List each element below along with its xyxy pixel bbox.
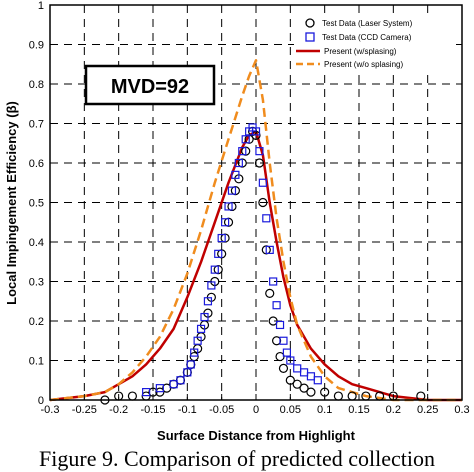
x-tick-label: -0.05: [209, 404, 234, 416]
legend: Test Data (Laser System) Test Data (CCD …: [294, 14, 454, 72]
ccd-data-point: [155, 384, 164, 393]
ccd-data-point: [258, 178, 267, 187]
laser-data-point: [292, 379, 302, 389]
x-axis-title: Surface Distance from Highlight: [157, 428, 356, 443]
x-tick-label: 0.3: [454, 404, 469, 416]
y-tick-label: 0.9: [29, 40, 44, 52]
ccd-data-point: [190, 348, 199, 357]
laser-data-point: [278, 363, 289, 373]
legend-marker-ccd: [305, 32, 315, 42]
ccd-data-point: [210, 265, 219, 274]
y-tick-label: 0.4: [29, 237, 44, 249]
mvd-label: MVD=92: [111, 76, 189, 98]
axis-ticks: -0.3 -0.25 -0.2 -0.15 -0.1 -0.05 0 0.05 0.1 0.15 0…: [29, 0, 470, 416]
ccd-data-point: [207, 281, 216, 290]
ccd-data-point: [275, 320, 285, 330]
x-tick-label: 0.25: [417, 404, 438, 416]
ccd-data-point: [221, 218, 230, 227]
series-line-no-splashing: [49, 59, 462, 402]
y-tick-label: 0.6: [29, 158, 44, 170]
ccd-data-point: [231, 170, 240, 179]
laser-data-point: [254, 158, 265, 168]
laser-data-point: [285, 375, 295, 385]
series-markers: [100, 123, 426, 405]
x-tick-label: -0.1: [178, 404, 197, 416]
x-tick-label: -0.15: [140, 404, 165, 416]
legend-label-splashing: Present (w/splasing): [324, 47, 397, 56]
ccd-data-point: [227, 186, 237, 195]
legend-label-laser: Test Data (Laser System): [322, 19, 413, 28]
y-tick-label: 0.1: [29, 356, 44, 368]
ccd-data-point: [193, 336, 202, 345]
x-tick-label: 0.05: [280, 404, 301, 416]
laser-data-point: [272, 336, 282, 346]
y-tick-label: 0.5: [29, 198, 44, 210]
ccd-data-point: [255, 147, 264, 156]
ccd-data-point: [251, 127, 261, 136]
ccd-data-point: [214, 249, 223, 258]
x-tick-label: -0.3: [41, 404, 60, 416]
mvd-box: [84, 64, 216, 106]
mvd-annotation: MVD=92: [84, 64, 216, 106]
ccd-data-point: [203, 297, 213, 306]
ccd-data-point: [224, 202, 233, 211]
x-tick-label: -0.25: [72, 404, 97, 416]
chart: -0.3 -0.25 -0.2 -0.15 -0.1 -0.05 0 0.05 0.1 0.15 0…: [4, 0, 470, 443]
ccd-data-point: [217, 233, 226, 243]
ccd-data-point: [262, 214, 271, 223]
x-tick-label: 0.2: [386, 404, 401, 416]
series-lines: [49, 59, 462, 402]
ccd-data-point: [234, 158, 243, 168]
legend-label-no-splashing: Present (w/o splasing): [324, 60, 403, 69]
laser-data-point: [306, 387, 316, 397]
ccd-data-point: [279, 336, 288, 345]
ccd-data-point: [142, 388, 151, 397]
x-tick-label: -0.2: [109, 404, 128, 416]
laser-data-point: [265, 288, 275, 298]
y-tick-label: 0.3: [29, 277, 44, 289]
series-line-splashing: [49, 130, 462, 402]
ccd-data-point: [272, 301, 281, 310]
ccd-data-point: [196, 324, 206, 333]
x-tick-label: 0: [253, 404, 259, 416]
ccd-data-point: [176, 376, 185, 385]
ccd-data-point: [282, 348, 291, 357]
ccd-data-point: [286, 356, 295, 365]
ccd-data-point: [313, 376, 322, 385]
y-axis-title: Local Impingement Efficiency (β): [4, 101, 19, 305]
x-tick-label: 0.1: [317, 404, 332, 416]
ccd-data-point: [241, 135, 250, 144]
y-tick-label: 1: [38, 0, 44, 12]
x-tick-label: 0.15: [348, 404, 369, 416]
laser-data-point: [299, 383, 309, 393]
ccd-data-point: [186, 360, 195, 369]
figure-caption: Figure 9. Comparison of predicted collec…: [39, 446, 435, 471]
legend-label-ccd: Test Data (CCD Camera): [322, 33, 412, 42]
ccd-data-point: [269, 277, 278, 286]
y-tick-label: 0.8: [29, 79, 44, 91]
ccd-data-point: [200, 312, 209, 322]
ccd-data-point: [238, 147, 247, 156]
laser-data-point: [258, 197, 268, 208]
legend-marker-laser: [305, 18, 315, 28]
y-tick-label: 0: [38, 395, 44, 407]
y-tick-label: 0.7: [29, 119, 44, 131]
ccd-data-point: [265, 245, 274, 254]
legend-background: [294, 14, 454, 72]
ccd-data-point: [183, 368, 192, 377]
y-tick-label: 0.2: [29, 316, 44, 328]
